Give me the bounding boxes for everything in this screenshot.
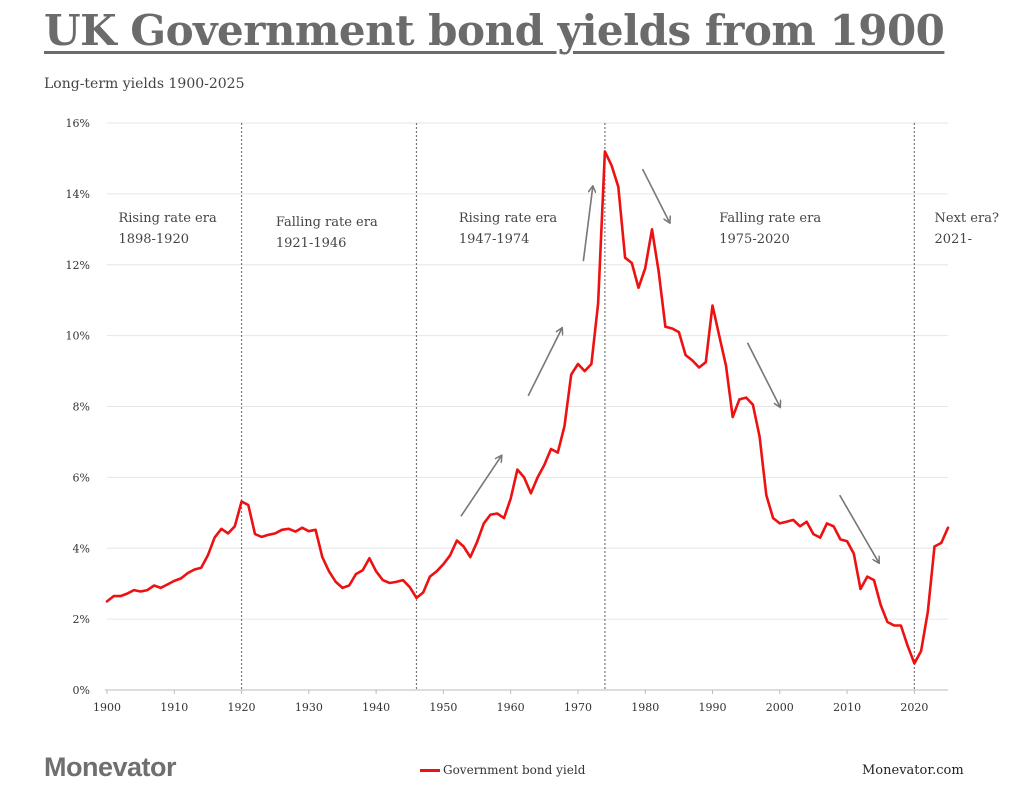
x-tick-label: 2010 bbox=[833, 701, 861, 714]
y-tick-label: 2% bbox=[73, 613, 90, 626]
brand-logo: Monevator bbox=[44, 752, 177, 782]
y-tick-label: 16% bbox=[66, 117, 90, 130]
axis-layer: 0% 2% 4% 6% 8% 10% 12% 14% 16% 1900 1910 1920 1930 19… bbox=[66, 117, 948, 714]
x-tick-label: 1900 bbox=[93, 701, 121, 714]
legend-swatch bbox=[420, 768, 440, 772]
series-line-government-bond-yield bbox=[105, 150, 950, 665]
era-label-name: Falling rate era bbox=[276, 215, 378, 230]
y-tick-label: 4% bbox=[73, 542, 90, 555]
y-tick-label: 12% bbox=[66, 259, 90, 272]
y-tick-label: 8% bbox=[73, 401, 90, 414]
y-tick-label: 0% bbox=[73, 684, 90, 697]
era-label-years: 1947-1974 bbox=[459, 232, 530, 247]
x-tick-label: 1970 bbox=[564, 701, 592, 714]
y-tick-label: 10% bbox=[66, 330, 90, 343]
x-tick-label: 1960 bbox=[497, 701, 525, 714]
era-label-layer: Rising rate era 1898-1920 Falling rate era… bbox=[118, 211, 999, 251]
era-label-years: 2021- bbox=[935, 232, 972, 247]
legend: Government bond yield bbox=[420, 763, 585, 777]
era-label-name: Next era? bbox=[935, 211, 999, 226]
series-layer bbox=[105, 150, 950, 665]
trend-arrow bbox=[527, 329, 562, 397]
site-url: Monevator.com bbox=[862, 763, 964, 778]
trend-arrow bbox=[641, 168, 670, 222]
x-tick-label: 1910 bbox=[160, 701, 188, 714]
chart-title: UK Government bond yields from 1900 bbox=[44, 6, 945, 55]
trend-arrow-layer bbox=[460, 168, 879, 562]
x-tick-label: 2000 bbox=[766, 701, 794, 714]
chart-subtitle: Long-term yields 1900-2025 bbox=[44, 76, 245, 92]
x-tick-label: 1930 bbox=[295, 701, 323, 714]
trend-arrow bbox=[460, 456, 501, 517]
era-label-years: 1975-2020 bbox=[719, 232, 790, 247]
era-label-name: Rising rate era bbox=[459, 211, 558, 226]
trend-arrow bbox=[838, 494, 879, 562]
x-tick-label: 1990 bbox=[699, 701, 727, 714]
trend-arrow bbox=[582, 187, 592, 262]
y-tick-label: 14% bbox=[66, 188, 90, 201]
x-tick-label: 1950 bbox=[429, 701, 457, 714]
x-tick-label: 1980 bbox=[631, 701, 659, 714]
legend-label: Government bond yield bbox=[443, 763, 586, 777]
era-label-years: 1898-1920 bbox=[118, 232, 189, 247]
trend-arrow bbox=[746, 342, 780, 407]
y-tick-label: 6% bbox=[73, 471, 90, 484]
era-label-name: Falling rate era bbox=[719, 211, 821, 226]
era-label-name: Rising rate era bbox=[118, 211, 217, 226]
era-label-years: 1921-1946 bbox=[276, 236, 347, 251]
x-tick-label: 1920 bbox=[228, 701, 256, 714]
x-tick-label: 2020 bbox=[900, 701, 928, 714]
x-tick-label: 1940 bbox=[362, 701, 390, 714]
grid-layer bbox=[107, 122, 948, 620]
